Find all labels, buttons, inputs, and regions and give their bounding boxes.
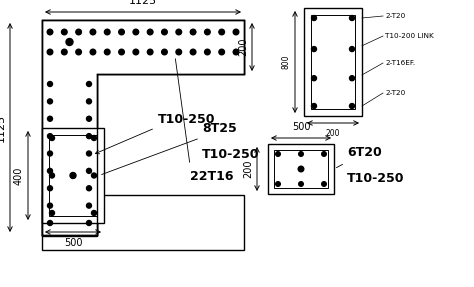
Circle shape [49, 173, 55, 178]
Polygon shape [42, 20, 244, 235]
Text: 500: 500 [292, 122, 310, 132]
Text: 6T20: 6T20 [347, 146, 382, 159]
Circle shape [47, 134, 53, 139]
Circle shape [322, 152, 326, 156]
Circle shape [47, 116, 53, 121]
Text: T10-250: T10-250 [158, 113, 216, 126]
Circle shape [133, 49, 139, 55]
Circle shape [62, 49, 67, 55]
Text: 1125: 1125 [0, 113, 6, 141]
Text: 8T25: 8T25 [202, 122, 237, 135]
Circle shape [311, 46, 317, 52]
Circle shape [147, 49, 153, 55]
Bar [42, 74, 97, 235]
Circle shape [190, 49, 196, 55]
Text: 400: 400 [14, 166, 24, 185]
Text: 200: 200 [238, 38, 248, 56]
Circle shape [219, 49, 225, 55]
Circle shape [311, 104, 317, 108]
Circle shape [322, 182, 326, 186]
Circle shape [47, 186, 53, 191]
Circle shape [62, 29, 67, 35]
Circle shape [104, 49, 110, 55]
Circle shape [47, 82, 53, 86]
Circle shape [205, 29, 210, 35]
Circle shape [91, 135, 97, 141]
Bar [311, 15, 355, 109]
Circle shape [86, 220, 91, 226]
Circle shape [86, 168, 91, 173]
Text: 200: 200 [243, 160, 253, 178]
Text: 22T16: 22T16 [190, 170, 234, 183]
Text: 500: 500 [64, 238, 82, 248]
Circle shape [86, 151, 91, 156]
Circle shape [86, 82, 91, 86]
Circle shape [76, 49, 82, 55]
Circle shape [47, 49, 53, 55]
Bar [49, 135, 97, 216]
Circle shape [176, 49, 182, 55]
Circle shape [47, 99, 53, 104]
Text: 1125: 1125 [129, 0, 157, 6]
Circle shape [47, 203, 53, 208]
Text: 2-T16EF.: 2-T16EF. [385, 60, 415, 66]
Circle shape [86, 116, 91, 121]
Circle shape [86, 203, 91, 208]
Circle shape [147, 29, 153, 35]
Circle shape [119, 49, 124, 55]
Circle shape [162, 49, 167, 55]
Circle shape [349, 104, 355, 108]
Circle shape [299, 182, 303, 186]
Circle shape [311, 76, 317, 81]
Circle shape [349, 15, 355, 20]
Circle shape [205, 49, 210, 55]
Circle shape [176, 29, 182, 35]
Circle shape [47, 168, 53, 173]
Circle shape [133, 29, 139, 35]
Circle shape [349, 76, 355, 81]
Circle shape [47, 151, 53, 156]
Circle shape [49, 135, 55, 141]
Text: T10-250: T10-250 [202, 148, 259, 161]
Text: 200: 200 [326, 129, 340, 138]
Text: 800: 800 [282, 55, 291, 69]
Circle shape [233, 49, 239, 55]
Text: T10-200 LINK: T10-200 LINK [385, 33, 434, 39]
Circle shape [219, 29, 225, 35]
Bar [42, 128, 104, 223]
Bar [42, 20, 244, 74]
Circle shape [86, 186, 91, 191]
Circle shape [190, 29, 196, 35]
Bar [42, 195, 244, 250]
Circle shape [86, 99, 91, 104]
Bar [274, 150, 328, 188]
Circle shape [90, 29, 96, 35]
Circle shape [76, 29, 82, 35]
Circle shape [311, 15, 317, 20]
Circle shape [299, 152, 303, 156]
Circle shape [91, 210, 97, 216]
Circle shape [91, 173, 97, 178]
Bar [268, 144, 334, 194]
Circle shape [276, 182, 280, 186]
Circle shape [104, 29, 110, 35]
Circle shape [233, 29, 239, 35]
Text: 2-T20: 2-T20 [385, 13, 405, 19]
Circle shape [90, 49, 96, 55]
Bar [42, 158, 97, 236]
Circle shape [49, 210, 55, 216]
Circle shape [119, 29, 124, 35]
Circle shape [162, 29, 167, 35]
Circle shape [47, 220, 53, 226]
Circle shape [86, 134, 91, 139]
Circle shape [66, 38, 73, 46]
Text: 2-T20: 2-T20 [385, 90, 405, 96]
Circle shape [70, 172, 76, 179]
Circle shape [276, 152, 280, 156]
Circle shape [349, 46, 355, 52]
Text: T10-250: T10-250 [347, 172, 404, 185]
Circle shape [298, 166, 304, 172]
Circle shape [47, 29, 53, 35]
Bar [304, 8, 362, 116]
